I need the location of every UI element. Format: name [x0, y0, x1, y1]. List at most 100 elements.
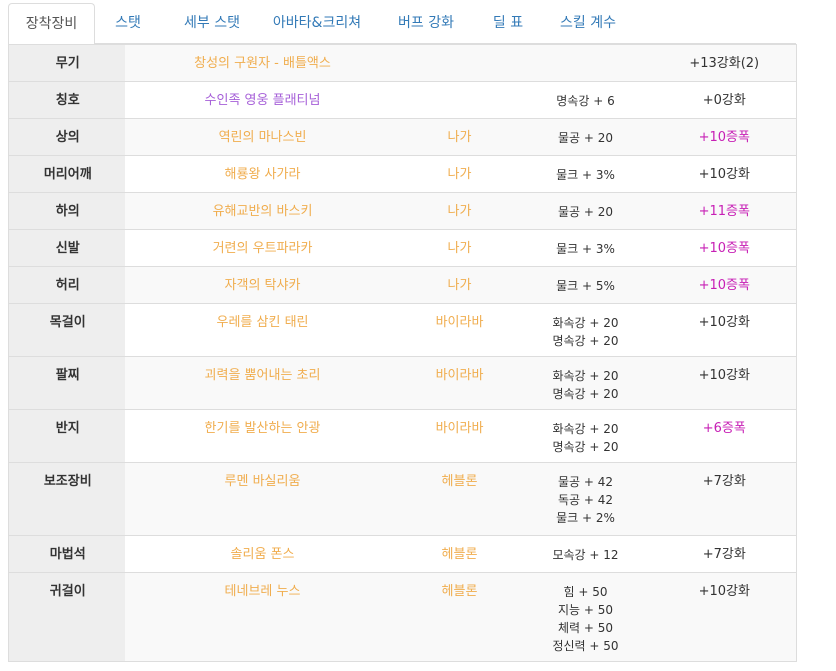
enhance-level: +7강화 — [652, 462, 797, 536]
item-name: 자객의 탁샤카 — [124, 266, 401, 304]
stat-line: 명속강 + 6 — [556, 94, 615, 108]
enhance-level: +10강화 — [652, 155, 797, 193]
stat-options: 모속강 + 12 — [518, 535, 653, 573]
set-name: 나가 — [400, 266, 519, 304]
slot-label: 귀걸이 — [8, 572, 125, 662]
tab-detail-stats[interactable]: 세부 스탯 — [184, 15, 240, 31]
tab-avatar-creature[interactable]: 아바타&크리쳐 — [272, 15, 362, 31]
table-row: 머리어깨 해룡왕 사가라 나가 물크 + 3% +10강화 — [8, 155, 797, 193]
equipment-table: 무기 창성의 구원자 - 배틀액스 +13강화(2) 칭호 수인족 영웅 플래티넘 명속강… — [8, 44, 797, 662]
slot-label: 반지 — [8, 409, 125, 463]
stat-options: 물크 + 5% — [518, 266, 653, 304]
enhance-level: +6증폭 — [652, 409, 797, 463]
item-name: 수인족 영웅 플래티넘 — [124, 81, 401, 119]
table-row: 신발 거련의 우트파라카 나가 물크 + 3% +10증폭 — [8, 229, 797, 267]
enhance-level: +0강화 — [652, 81, 797, 119]
table-row: 무기 창성의 구원자 - 배틀액스 +13강화(2) — [8, 44, 797, 82]
stat-line: 모속강 + 12 — [552, 548, 619, 562]
set-name: 바이라바 — [400, 409, 519, 463]
enhance-level: +10증폭 — [652, 266, 797, 304]
set-name: 바이라바 — [400, 303, 519, 357]
enhance-level: +13강화(2) — [652, 44, 797, 82]
stat-line: 체력 + 50 — [557, 621, 614, 635]
table-row: 하의 유해교반의 바스키 나가 물공 + 20 +11증폭 — [8, 192, 797, 230]
table-row: 반지 한기를 발산하는 안광 바이라바 화속강 + 20 명속강 + 20 +6증폭 — [8, 409, 797, 463]
stat-line: 화속강 + 20 — [552, 422, 619, 436]
stat-options — [518, 44, 653, 82]
tab-stats[interactable]: 스탯 — [115, 15, 141, 31]
slot-label: 칭호 — [8, 81, 125, 119]
enhance-level: +7강화 — [652, 535, 797, 573]
table-row: 팔찌 괴력을 뿜어내는 초리 바이라바 화속강 + 20 명속강 + 20 +10강화 — [8, 356, 797, 410]
tab-damage-table[interactable]: 딜 표 — [492, 15, 524, 31]
item-name: 거련의 우트파라카 — [124, 229, 401, 267]
stat-options: 화속강 + 20 명속강 + 20 — [518, 409, 653, 463]
tab-equipped[interactable]: 장착장비 — [8, 3, 95, 45]
enhance-level: +10증폭 — [652, 118, 797, 156]
stat-options: 물크 + 3% — [518, 229, 653, 267]
item-name: 우레를 삼킨 태린 — [124, 303, 401, 357]
stat-line: 힘 + 50 — [563, 585, 608, 599]
slot-label: 신발 — [8, 229, 125, 267]
set-name — [400, 81, 519, 119]
stat-options: 물공 + 20 — [518, 192, 653, 230]
slot-label: 하의 — [8, 192, 125, 230]
slot-label: 마법석 — [8, 535, 125, 573]
slot-label: 무기 — [8, 44, 125, 82]
stat-options: 화속강 + 20 명속강 + 20 — [518, 356, 653, 410]
table-row: 마법석 솔리움 폰스 헤블론 모속강 + 12 +7강화 — [8, 535, 797, 573]
slot-label: 허리 — [8, 266, 125, 304]
set-name: 나가 — [400, 155, 519, 193]
stat-options: 물공 + 42 독공 + 42 물크 + 2% — [518, 462, 653, 536]
stat-options: 명속강 + 6 — [518, 81, 653, 119]
enhance-level: +10강화 — [652, 303, 797, 357]
item-name: 창성의 구원자 - 배틀액스 — [124, 44, 401, 82]
slot-label: 팔찌 — [8, 356, 125, 410]
table-row: 칭호 수인족 영웅 플래티넘 명속강 + 6 +0강화 — [8, 81, 797, 119]
stat-options: 물공 + 20 — [518, 118, 653, 156]
set-name: 헤블론 — [400, 572, 519, 662]
set-name: 헤블론 — [400, 462, 519, 536]
slot-label: 목걸이 — [8, 303, 125, 357]
stat-line: 화속강 + 20 — [552, 369, 619, 383]
stat-line: 물공 + 42 — [557, 475, 614, 489]
item-name: 역린의 마나스빈 — [124, 118, 401, 156]
enhance-level: +10강화 — [652, 356, 797, 410]
stat-line: 물크 + 5% — [556, 279, 615, 293]
item-name: 테네브레 누스 — [124, 572, 401, 662]
item-name: 한기를 발산하는 안광 — [124, 409, 401, 463]
table-row: 귀걸이 테네브레 누스 헤블론 힘 + 50 지능 + 50 체력 + 50 정신력 + 5… — [8, 572, 797, 662]
item-name: 솔리움 폰스 — [124, 535, 401, 573]
set-name: 바이라바 — [400, 356, 519, 410]
stat-line: 명속강 + 20 — [552, 387, 619, 401]
set-name — [400, 44, 519, 82]
table-row: 허리 자객의 탁샤카 나가 물크 + 5% +10증폭 — [8, 266, 797, 304]
enhance-level: +10증폭 — [652, 229, 797, 267]
stat-line: 지능 + 50 — [557, 603, 614, 617]
item-name: 루멘 바실리움 — [124, 462, 401, 536]
stat-options: 힘 + 50 지능 + 50 체력 + 50 정신력 + 50 — [518, 572, 653, 662]
stat-line: 독공 + 42 — [557, 493, 614, 507]
slot-label: 머리어깨 — [8, 155, 125, 193]
set-name: 헤블론 — [400, 535, 519, 573]
stat-line: 물공 + 20 — [557, 205, 614, 219]
set-name: 나가 — [400, 229, 519, 267]
set-name: 나가 — [400, 192, 519, 230]
slot-label: 보조장비 — [8, 462, 125, 536]
tab-buff-enhance[interactable]: 버프 강화 — [398, 15, 454, 31]
table-row: 상의 역린의 마나스빈 나가 물공 + 20 +10증폭 — [8, 118, 797, 156]
enhance-level: +10강화 — [652, 572, 797, 662]
equipment-tabs: 장착장비 스탯 세부 스탯 아바타&크리쳐 버프 강화 딜 표 스킬 계수 — [8, 0, 796, 45]
stat-line: 명속강 + 20 — [552, 440, 619, 454]
tab-skill-coefficient[interactable]: 스킬 계수 — [560, 15, 616, 31]
stat-line: 물공 + 20 — [557, 131, 614, 145]
set-name: 나가 — [400, 118, 519, 156]
stat-line: 명속강 + 20 — [552, 334, 619, 348]
stat-options: 물크 + 3% — [518, 155, 653, 193]
stat-options: 화속강 + 20 명속강 + 20 — [518, 303, 653, 357]
table-row: 보조장비 루멘 바실리움 헤블론 물공 + 42 독공 + 42 물크 + 2% +7강화 — [8, 462, 797, 536]
equipment-table-body: 무기 창성의 구원자 - 배틀액스 +13강화(2) 칭호 수인족 영웅 플래티넘 명속강… — [8, 44, 797, 662]
enhance-level: +11증폭 — [652, 192, 797, 230]
slot-label: 상의 — [8, 118, 125, 156]
stat-line: 물크 + 3% — [556, 242, 615, 256]
